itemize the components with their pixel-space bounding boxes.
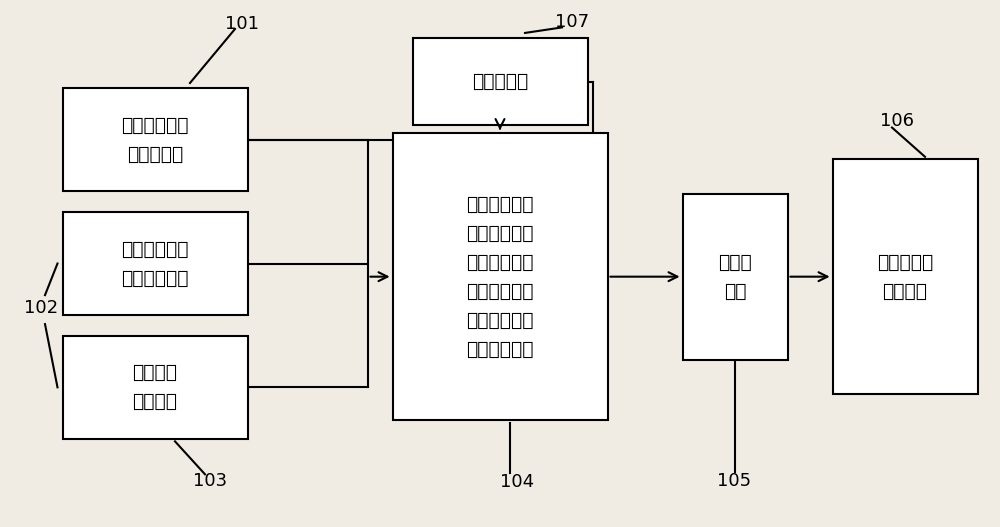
Text: 102: 102: [24, 299, 58, 317]
Bar: [832, 159, 978, 394]
Bar: [62, 212, 248, 315]
Text: 配置还原: 配置还原: [132, 363, 178, 383]
Bar: [392, 133, 608, 421]
Bar: [62, 88, 248, 191]
Text: 碳质中间相醇: 碳质中间相醇: [466, 223, 534, 243]
Text: 101: 101: [225, 15, 259, 33]
Text: 非氮下热性: 非氮下热性: [877, 252, 933, 272]
Text: 配置含金属前: 配置含金属前: [121, 115, 189, 135]
Text: 醇溶液混合，: 醇溶液混合，: [466, 281, 534, 301]
Text: 生碳质醇溶液: 生碳质醇溶液: [121, 268, 189, 288]
Text: 氧化气理: 氧化气理: [883, 281, 928, 301]
Text: 干燥: 干燥: [724, 281, 746, 301]
Bar: [413, 38, 588, 125]
Text: 106: 106: [880, 112, 914, 130]
Text: 103: 103: [193, 472, 227, 490]
Text: 107: 107: [555, 13, 589, 31]
Text: 搅拌或超声: 搅拌或超声: [472, 72, 528, 91]
Text: 104: 104: [500, 473, 534, 491]
Bar: [62, 336, 248, 438]
Text: 剂醇溶液: 剂醇溶液: [132, 392, 178, 412]
Text: 105: 105: [717, 472, 751, 490]
Text: 将生物质衍生: 将生物质衍生: [466, 194, 534, 214]
Text: 并加入含金属: 并加入含金属: [466, 310, 534, 330]
Text: 离心、: 离心、: [718, 252, 752, 272]
Text: 溶液与还原剂: 溶液与还原剂: [466, 252, 534, 272]
Text: 前驱体醇溶液: 前驱体醇溶液: [466, 339, 534, 359]
Text: 配置生物质衍: 配置生物质衍: [121, 239, 189, 259]
Bar: [682, 194, 788, 359]
Text: 驱体醇溶液: 驱体醇溶液: [127, 144, 183, 164]
